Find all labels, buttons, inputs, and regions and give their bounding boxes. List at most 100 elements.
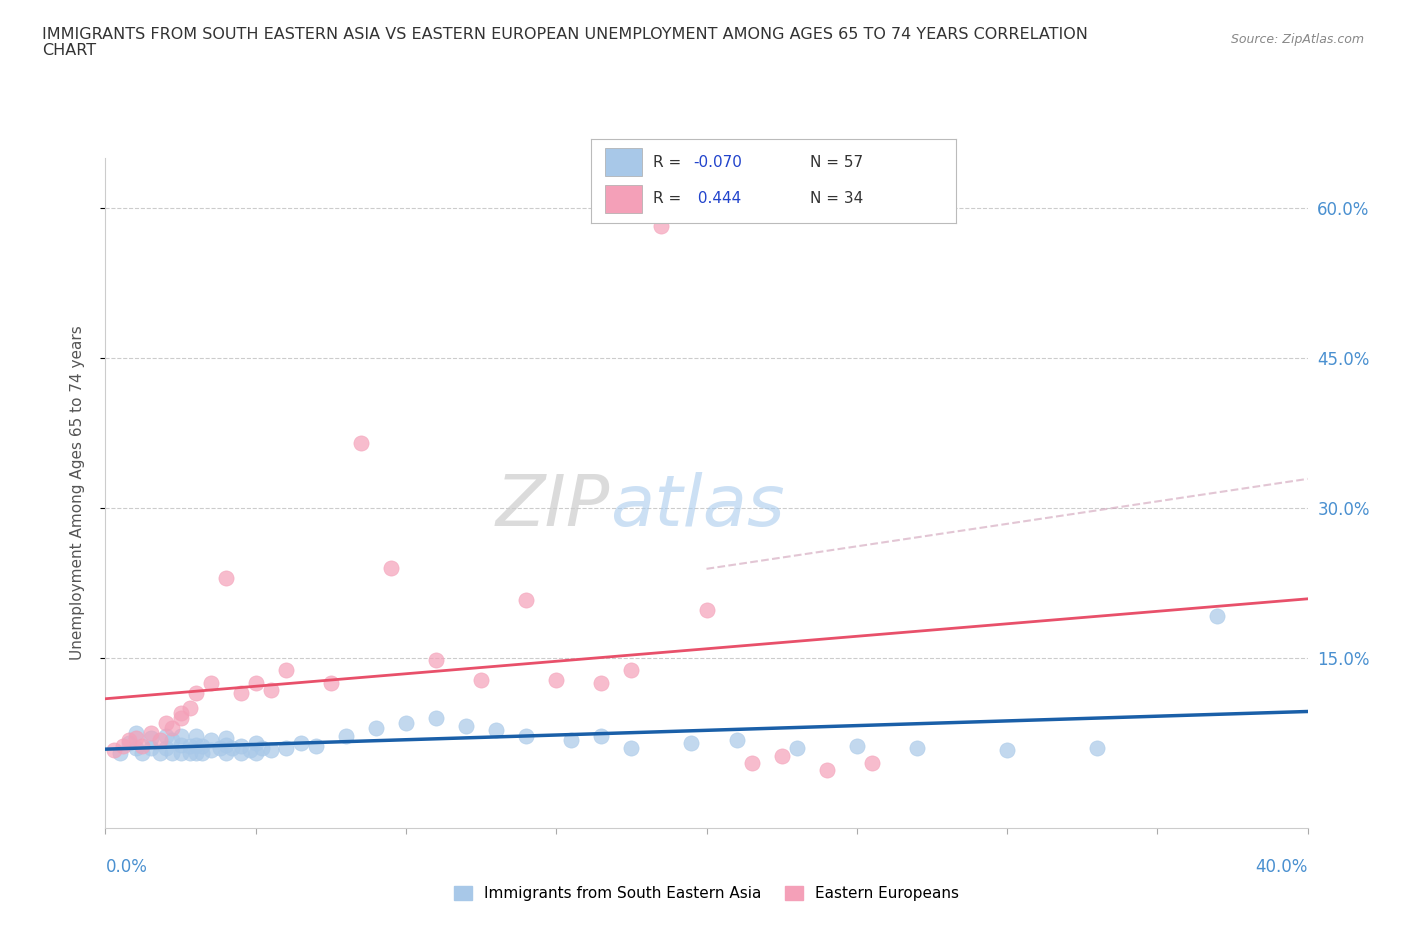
Point	[160, 745, 183, 760]
Point	[229, 738, 252, 753]
Point	[770, 749, 793, 764]
Point	[274, 740, 297, 755]
Point	[305, 738, 328, 753]
Y-axis label: Unemployment Among Ages 65 to 74 years: Unemployment Among Ages 65 to 74 years	[70, 326, 84, 660]
Point	[179, 738, 201, 753]
Point	[131, 745, 153, 760]
Point	[200, 742, 222, 757]
Point	[131, 738, 153, 753]
Point	[124, 740, 146, 755]
Point	[155, 715, 177, 730]
Point	[229, 685, 252, 700]
Point	[124, 725, 146, 740]
Point	[160, 721, 183, 736]
Point	[725, 732, 748, 747]
Text: R =: R =	[652, 191, 686, 206]
Point	[139, 725, 162, 740]
Point	[169, 745, 191, 760]
Point	[860, 755, 883, 770]
Point	[214, 737, 236, 752]
Point	[179, 700, 201, 715]
Point	[184, 737, 207, 752]
Point	[112, 738, 135, 753]
Point	[208, 740, 231, 755]
Point	[184, 685, 207, 700]
Point	[995, 742, 1018, 757]
Text: 0.444: 0.444	[693, 191, 741, 206]
Point	[214, 745, 236, 760]
Legend: Immigrants from South Eastern Asia, Eastern Europeans: Immigrants from South Eastern Asia, East…	[447, 880, 966, 907]
Text: R =: R =	[652, 154, 686, 169]
Text: -0.070: -0.070	[693, 154, 742, 169]
Text: 0.0%: 0.0%	[105, 857, 148, 876]
Point	[591, 728, 613, 743]
Point	[155, 728, 177, 743]
Text: N = 34: N = 34	[810, 191, 863, 206]
Point	[335, 728, 357, 743]
Text: Source: ZipAtlas.com: Source: ZipAtlas.com	[1230, 33, 1364, 46]
Point	[395, 715, 418, 730]
Point	[148, 745, 170, 760]
Point	[485, 723, 508, 737]
Point	[169, 711, 191, 725]
Point	[260, 742, 283, 757]
Point	[169, 737, 191, 752]
Point	[515, 728, 537, 743]
Point	[546, 672, 568, 687]
Text: 40.0%: 40.0%	[1256, 857, 1308, 876]
Point	[454, 718, 477, 733]
Point	[190, 738, 212, 753]
Text: CHART: CHART	[42, 43, 96, 58]
Point	[650, 219, 672, 233]
Point	[1206, 608, 1229, 623]
Point	[214, 730, 236, 745]
Point	[620, 740, 643, 755]
Point	[260, 683, 283, 698]
Point	[184, 728, 207, 743]
Point	[118, 736, 141, 751]
Point	[319, 675, 342, 690]
Point	[239, 742, 262, 757]
Point	[620, 662, 643, 677]
FancyBboxPatch shape	[605, 185, 641, 213]
Point	[124, 730, 146, 745]
Point	[200, 732, 222, 747]
Point	[245, 745, 267, 760]
Point	[696, 603, 718, 618]
Point	[470, 672, 492, 687]
Point	[425, 652, 447, 667]
Point	[221, 740, 243, 755]
Point	[103, 742, 125, 757]
Point	[148, 732, 170, 747]
Point	[350, 435, 373, 450]
Point	[681, 736, 703, 751]
Text: atlas: atlas	[610, 472, 785, 540]
Point	[169, 728, 191, 743]
Point	[229, 745, 252, 760]
Point	[214, 570, 236, 585]
Point	[364, 721, 387, 736]
Point	[190, 745, 212, 760]
Point	[139, 730, 162, 745]
Point	[160, 732, 183, 747]
Point	[184, 745, 207, 760]
Point	[786, 740, 808, 755]
Point	[560, 732, 582, 747]
Point	[515, 592, 537, 607]
Text: ZIP: ZIP	[496, 472, 610, 540]
Point	[741, 755, 763, 770]
Point	[245, 736, 267, 751]
Point	[815, 763, 838, 777]
Point	[139, 740, 162, 755]
Point	[155, 740, 177, 755]
Point	[905, 740, 928, 755]
Point	[845, 738, 868, 753]
Point	[380, 561, 402, 576]
Point	[1085, 740, 1108, 755]
Text: N = 57: N = 57	[810, 154, 863, 169]
Point	[591, 675, 613, 690]
Point	[245, 675, 267, 690]
Text: IMMIGRANTS FROM SOUTH EASTERN ASIA VS EASTERN EUROPEAN UNEMPLOYMENT AMONG AGES 6: IMMIGRANTS FROM SOUTH EASTERN ASIA VS EA…	[42, 27, 1088, 42]
Point	[200, 675, 222, 690]
Point	[290, 736, 312, 751]
